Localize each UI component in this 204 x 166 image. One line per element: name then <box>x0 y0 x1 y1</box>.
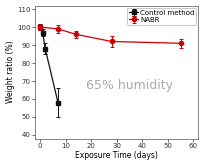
Y-axis label: Weight ratio (%): Weight ratio (%) <box>6 41 14 103</box>
X-axis label: Exposure Time (days): Exposure Time (days) <box>75 151 158 161</box>
Legend: Control method, NABR: Control method, NABR <box>128 8 196 25</box>
Text: 65% humidity: 65% humidity <box>86 79 173 92</box>
